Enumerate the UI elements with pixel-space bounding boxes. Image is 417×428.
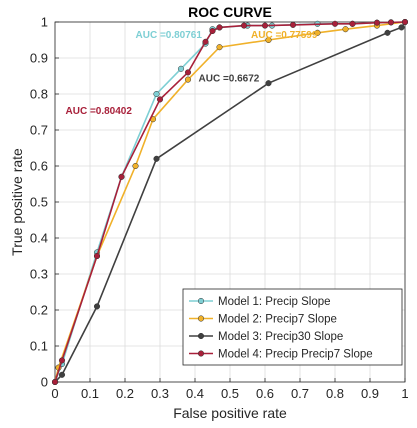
data-point: [209, 27, 216, 35]
y-axis: 0 0.1 0.2 0.3 0.4 0.5 0.6 0.7 0.8 0.9 1: [30, 15, 59, 390]
x-tick-label: 0.8: [326, 386, 344, 401]
legend: Model 1: Precip Slope Model 2: Precip7 Sl…: [182, 288, 403, 366]
data-point: [132, 162, 139, 170]
legend-swatch-marker: [197, 332, 205, 340]
data-point: [240, 22, 248, 29]
data-point: [51, 378, 59, 386]
x-tick-label: 0.5: [221, 386, 239, 401]
y-tick-label: 0.4: [30, 231, 48, 246]
data-point: [373, 19, 381, 26]
data-point: [261, 22, 269, 29]
data-point: [401, 18, 409, 26]
data-point: [93, 252, 101, 260]
annotations: AUC =0.80761 AUC =0.77599 AUC =0.6672 AUC =…: [66, 30, 318, 117]
x-tick-label: 0.9: [361, 386, 379, 401]
y-tick-label: 0.1: [30, 339, 48, 354]
data-point: [156, 96, 164, 103]
series-group: [51, 18, 409, 386]
x-tick-label: 0.3: [151, 386, 169, 401]
legend-item: Model 2: Precip7 Slope: [189, 314, 337, 326]
x-tick-label: 0.2: [116, 386, 134, 401]
data-point: [184, 76, 192, 83]
data-point: [216, 24, 223, 31]
series-4: [51, 18, 409, 386]
data-point: [153, 155, 160, 162]
y-tick-label: 0: [41, 375, 48, 390]
y-tick-label: 0.2: [30, 303, 48, 318]
data-point: [331, 20, 339, 27]
legend-label: Model 2: Precip7 Slope: [218, 314, 337, 326]
x-tick-label: 0.1: [81, 386, 99, 401]
auc-annotation: AUC =0.80761: [136, 30, 203, 41]
x-tick-label: 0.6: [256, 386, 274, 401]
legend-swatch-marker: [197, 297, 205, 305]
data-point: [387, 19, 395, 26]
data-point: [184, 69, 192, 76]
legend-item: Model 4: Precip Precip7 Slope: [189, 349, 373, 361]
auc-annotation: AUC =0.77599: [251, 30, 318, 41]
x-tick-label: 1: [401, 386, 408, 401]
y-tick-label: 0.7: [30, 123, 48, 138]
data-point: [153, 90, 160, 98]
y-tick-label: 0.5: [30, 195, 48, 210]
y-tick-label: 0.6: [30, 159, 48, 174]
auc-annotation: AUC =0.80402: [66, 106, 133, 117]
data-point: [177, 65, 185, 72]
y-tick-label: 1: [41, 15, 48, 30]
data-point: [289, 21, 297, 28]
auc-annotation: AUC =0.6672: [199, 73, 260, 84]
y-tick-label: 0.9: [30, 51, 48, 66]
data-point: [265, 36, 272, 44]
data-point: [398, 24, 405, 31]
x-axis-label: False positive rate: [173, 405, 287, 421]
data-point: [216, 44, 223, 51]
data-point: [58, 371, 66, 378]
data-point: [93, 303, 101, 310]
legend-label: Model 4: Precip Precip7 Slope: [218, 349, 373, 361]
legend-swatch-marker: [197, 315, 205, 322]
legend-box: [182, 288, 403, 366]
y-axis-label: True positive rate: [9, 148, 25, 256]
chart-title: ROC CURVE: [188, 4, 272, 20]
legend-item: Model 1: Precip Slope: [189, 296, 331, 308]
x-tick-label: 0.7: [291, 386, 309, 401]
data-point: [349, 20, 356, 27]
x-tick-label: 0.4: [186, 386, 204, 401]
data-point: [314, 29, 321, 36]
x-tick-label: 0: [51, 386, 58, 401]
legend-swatch-marker: [197, 350, 205, 357]
data-point: [202, 38, 209, 45]
data-point: [265, 80, 272, 87]
x-axis: 0 0.1 0.2 0.3 0.4 0.5 0.6 0.7 0.8 0.9 1: [51, 378, 409, 401]
legend-item: Model 3: Precip30 Slope: [189, 331, 343, 343]
y-tick-label: 0.3: [30, 267, 48, 282]
data-point: [58, 357, 66, 364]
legend-label: Model 3: Precip30 Slope: [218, 331, 343, 343]
data-point: [118, 173, 125, 180]
data-point: [384, 29, 391, 36]
data-point: [342, 26, 349, 33]
legend-label: Model 1: Precip Slope: [218, 296, 331, 308]
y-tick-label: 0.8: [30, 87, 48, 102]
